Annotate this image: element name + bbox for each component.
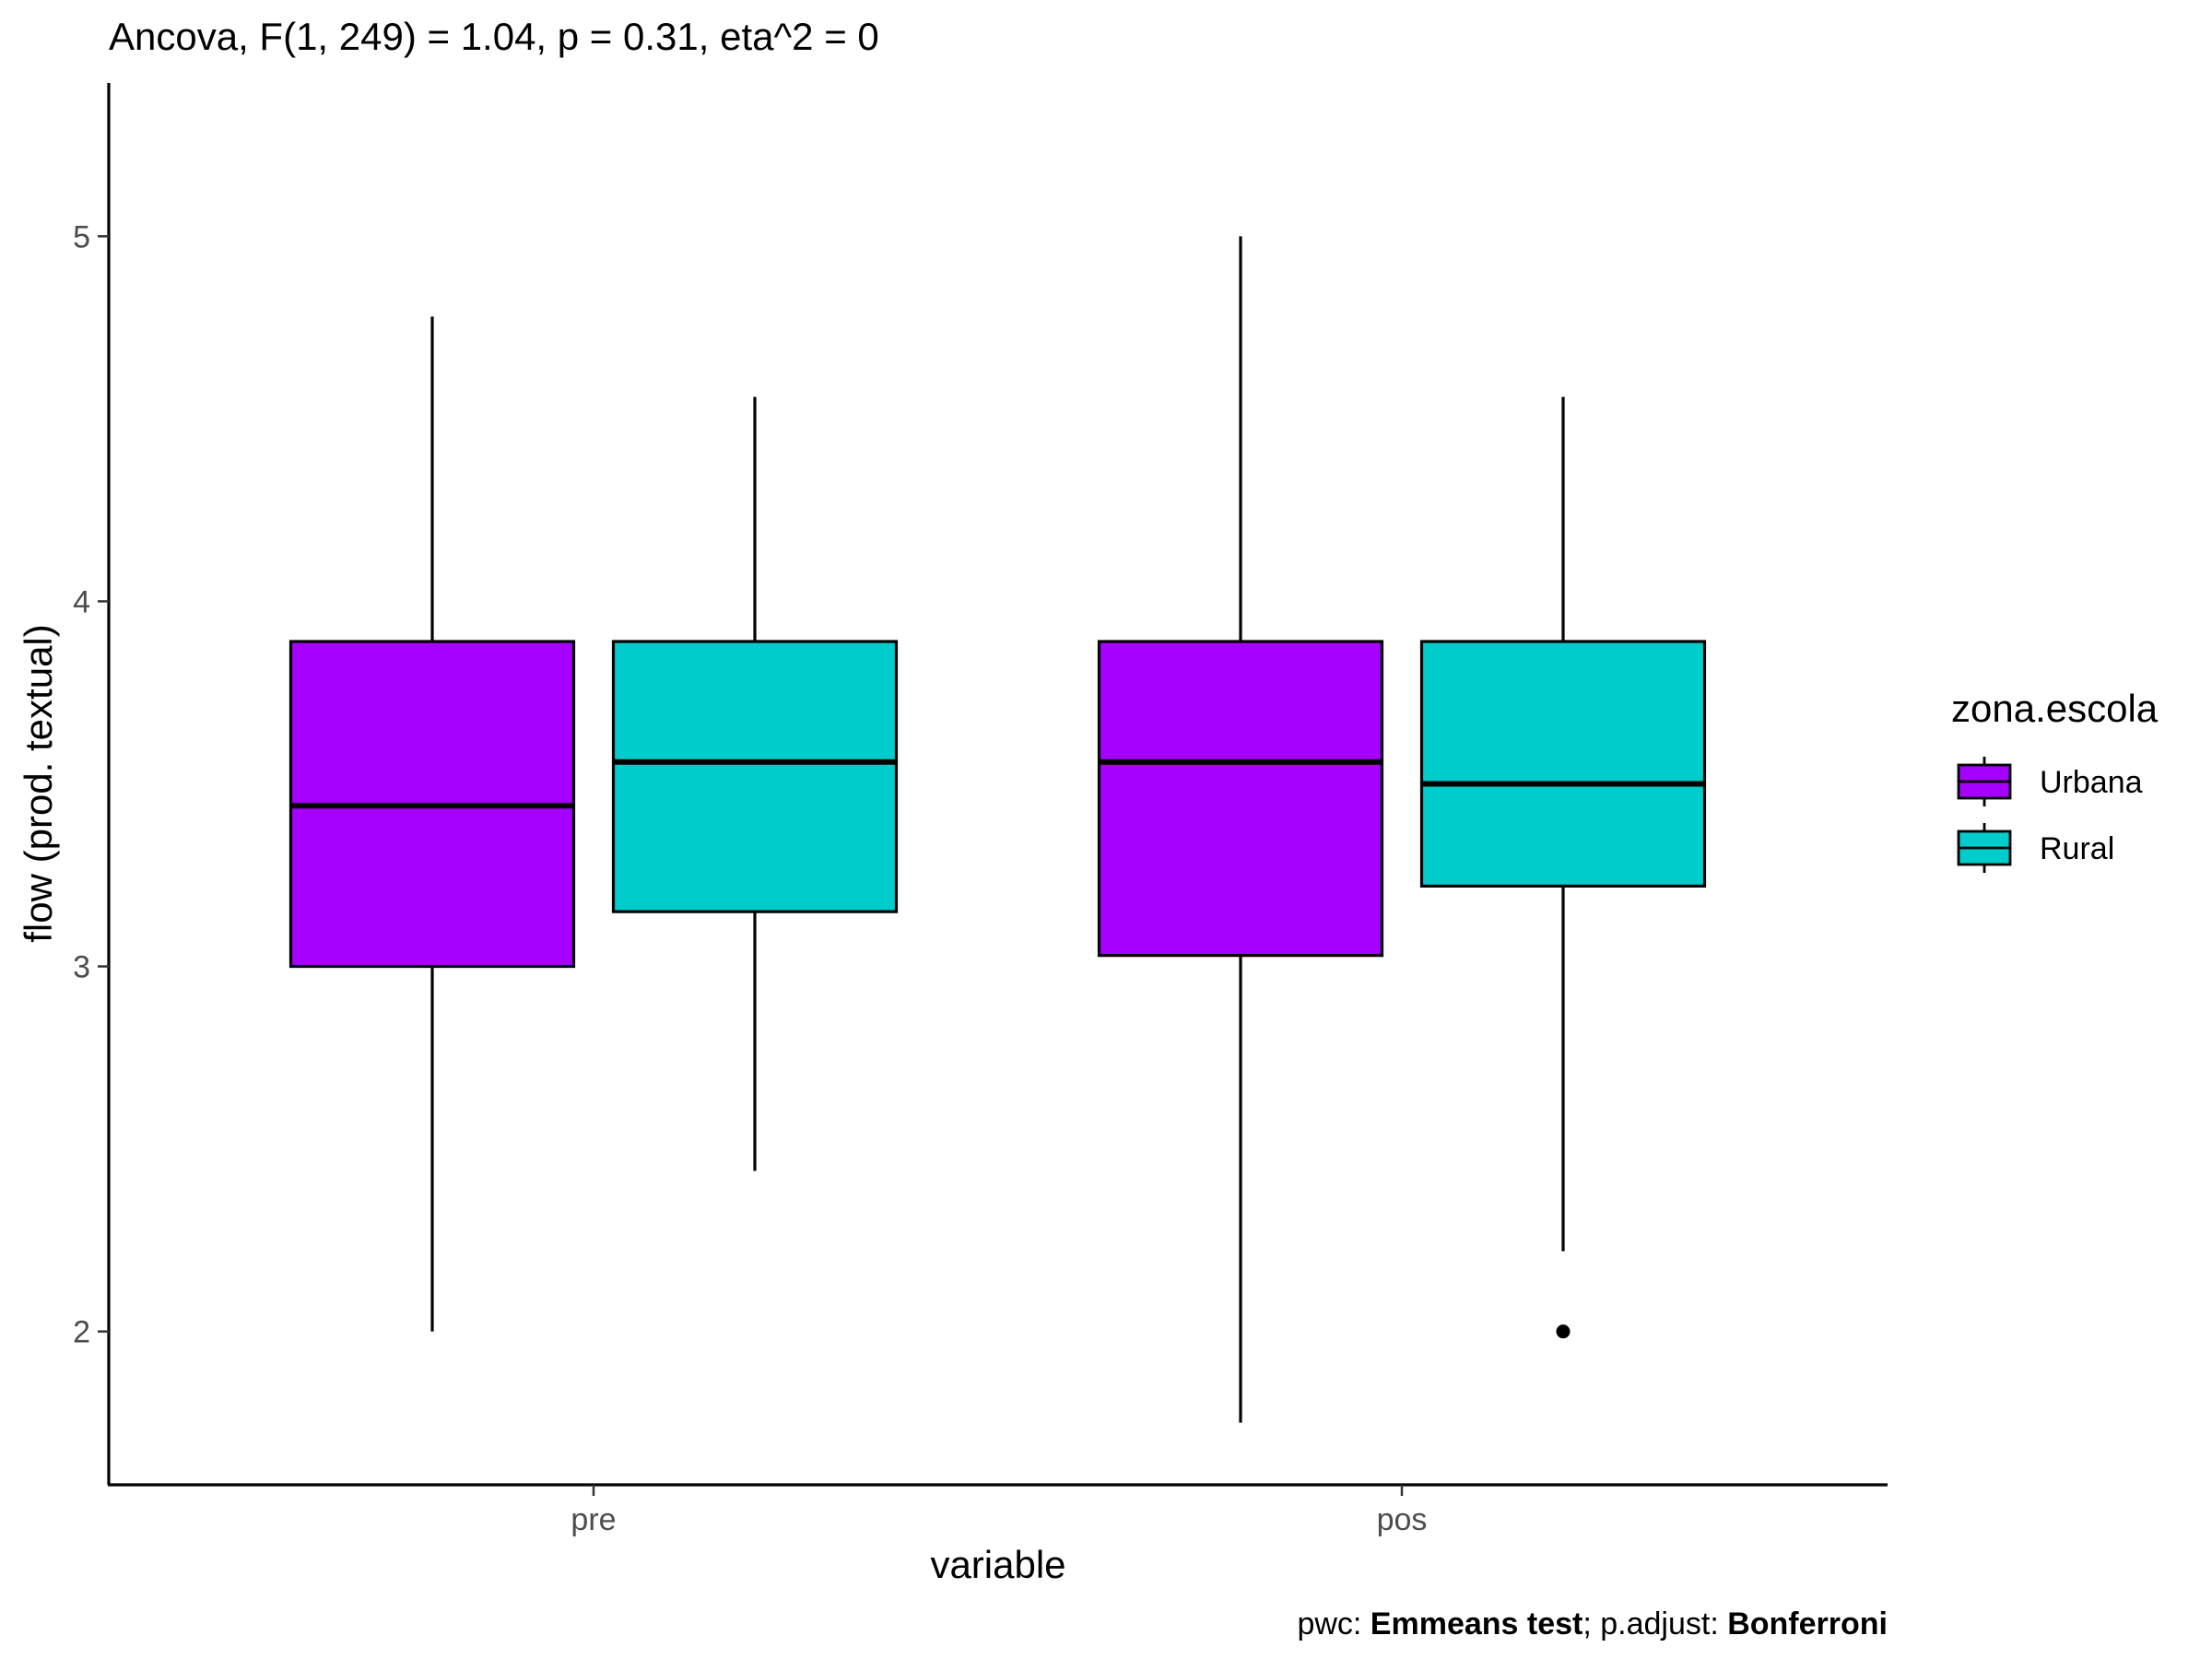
outlier-point bbox=[1556, 1324, 1571, 1339]
box-iqr bbox=[611, 640, 899, 913]
legend-title: zona.escola bbox=[1951, 687, 2159, 730]
legend-entry-rural: Rural bbox=[1957, 823, 2114, 873]
legend: zona.escola Urbana Rural bbox=[1951, 687, 2159, 873]
caption-part: ; p.adjust: bbox=[1583, 1606, 1727, 1641]
y-tick-label: 4 bbox=[73, 584, 90, 619]
box-rural-pre bbox=[611, 396, 899, 1171]
legend-label: Rural bbox=[2040, 831, 2114, 866]
box-iqr bbox=[1097, 640, 1384, 958]
x-axis-title: variable bbox=[930, 1543, 1065, 1586]
y-tick-label: 2 bbox=[73, 1315, 90, 1350]
x-axis-ticks: pre pos bbox=[571, 1485, 1427, 1537]
y-axis-title: flow (prod. textual) bbox=[17, 624, 60, 942]
y-axis-ticks: 2 3 4 5 bbox=[73, 219, 109, 1350]
legend-label: Urbana bbox=[2040, 765, 2143, 800]
plot-area bbox=[288, 236, 1707, 1423]
y-tick-label: 5 bbox=[73, 219, 90, 254]
chart-title: Ancova, F(1, 249) = 1.04, p = 0.31, eta^… bbox=[109, 15, 879, 58]
caption-part: Bonferroni bbox=[1727, 1606, 1888, 1641]
caption-part: Emmeans test bbox=[1371, 1606, 1583, 1641]
legend-entry-urbana: Urbana bbox=[1957, 757, 2143, 806]
x-tick-label: pre bbox=[571, 1502, 616, 1537]
box-urbana-pos bbox=[1097, 236, 1384, 1423]
x-tick-label: pos bbox=[1377, 1502, 1428, 1537]
caption: pwc: Emmeans test; p.adjust: Bonferroni bbox=[1297, 1606, 1888, 1641]
box-rural-pos bbox=[1419, 396, 1707, 1339]
caption-part: pwc: bbox=[1297, 1606, 1370, 1641]
box-urbana-pre bbox=[288, 316, 576, 1332]
box-iqr bbox=[1419, 640, 1707, 888]
y-tick-label: 3 bbox=[73, 950, 90, 985]
